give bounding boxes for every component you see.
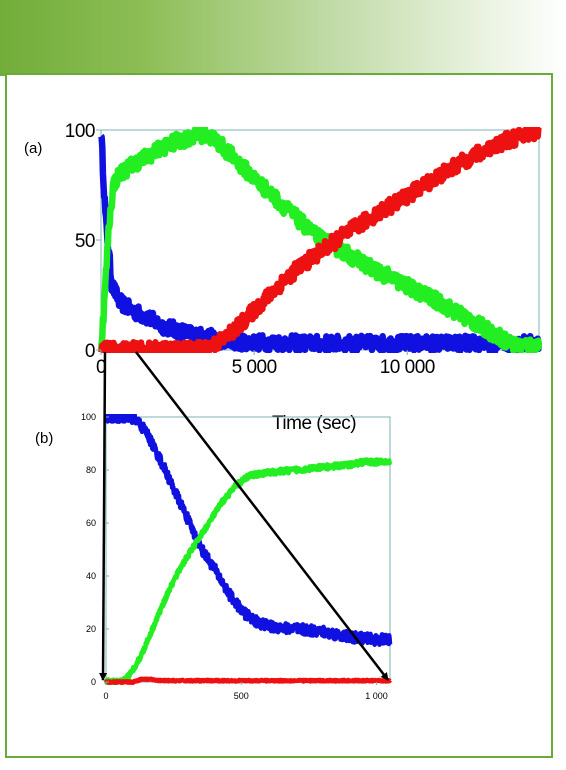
- y-tick-label: 0: [85, 341, 95, 362]
- panel-b: (b) 0 500 1 000 0 20 40 60 80 100: [35, 412, 393, 701]
- zoom-arrow-right: [135, 351, 389, 681]
- series-line-3: [98, 127, 542, 353]
- series-line-1: [104, 414, 393, 647]
- header-banner: [0, 0, 566, 76]
- x-tick-label: 0: [96, 357, 106, 378]
- y-tick-label: 40: [86, 571, 96, 581]
- y-tick-label: 80: [86, 465, 96, 475]
- panel-b-label: (b): [35, 430, 53, 447]
- panel-a: (a) Time (sec) 0 5 000 10 000 0 50 100: [24, 121, 542, 434]
- figure-frame: [5, 73, 553, 758]
- x-tick-label: 0: [103, 691, 108, 701]
- x-tick-label: 10 000: [380, 357, 435, 378]
- x-tick-label: 5 000: [232, 357, 277, 378]
- series-line-3: [104, 676, 392, 685]
- series-line-1: [98, 133, 542, 353]
- y-tick-label: 0: [91, 677, 96, 687]
- series-line-2: [103, 457, 393, 685]
- y-tick-label: 100: [81, 412, 96, 422]
- series-line-2: [98, 127, 542, 353]
- zoom-arrow-left: [99, 351, 108, 681]
- zoom-arrows: [99, 351, 389, 681]
- x-tick-label: 500: [234, 691, 249, 701]
- y-tick-label: 20: [86, 624, 96, 634]
- panel-a-x-axis-title: Time (sec): [272, 413, 356, 434]
- y-tick-label: 50: [75, 231, 95, 252]
- y-tick-label: 60: [86, 518, 96, 528]
- x-tick-label: 1 000: [365, 691, 388, 701]
- y-tick-label: 100: [65, 121, 95, 142]
- panel-a-label: (a): [24, 140, 42, 157]
